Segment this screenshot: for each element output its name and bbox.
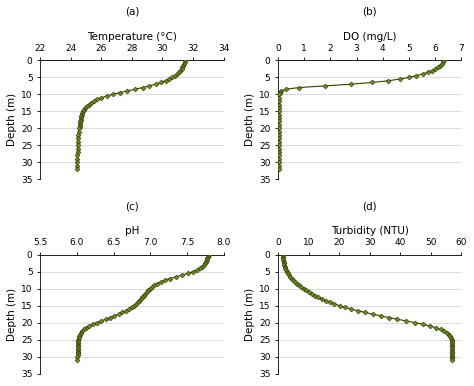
X-axis label: Temperature (°C): Temperature (°C) [87,32,177,42]
Title: (c): (c) [125,201,139,211]
X-axis label: Turbidity (NTU): Turbidity (NTU) [331,226,409,236]
Title: (a): (a) [125,7,139,17]
Y-axis label: Depth (m): Depth (m) [245,288,255,341]
Title: (d): (d) [362,201,377,211]
X-axis label: pH: pH [125,226,139,236]
Title: (b): (b) [362,7,377,17]
Y-axis label: Depth (m): Depth (m) [245,93,255,146]
X-axis label: DO (mg/L): DO (mg/L) [343,32,396,42]
Y-axis label: Depth (m): Depth (m) [7,288,17,341]
Y-axis label: Depth (m): Depth (m) [7,93,17,146]
